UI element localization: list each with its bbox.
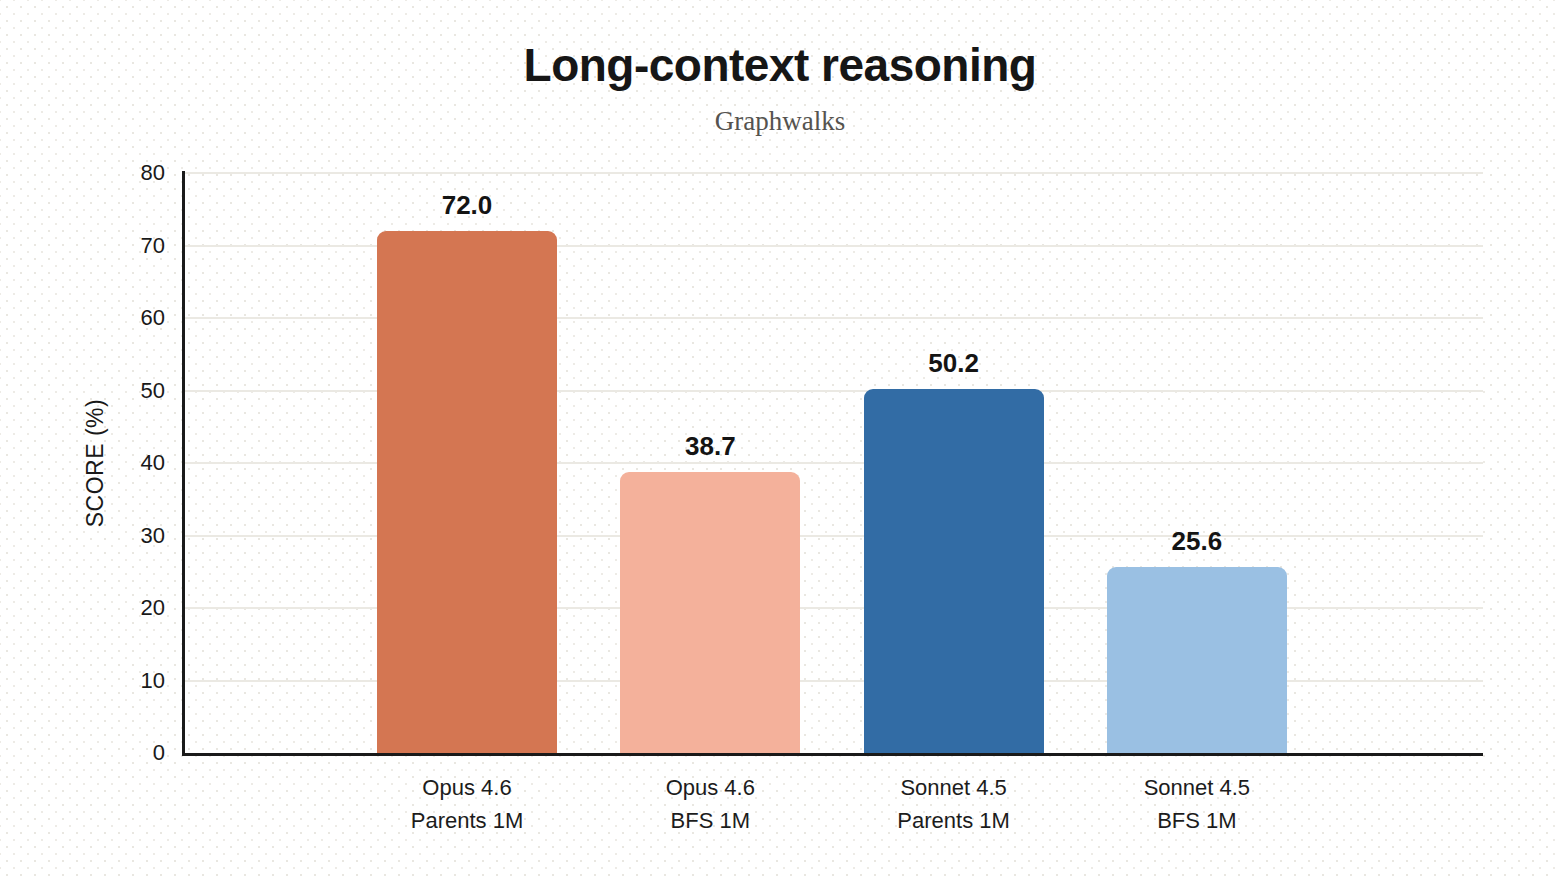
plot-area: 72.0 38.7 50.2 25.6	[185, 173, 1483, 753]
category-label-line: BFS 1M	[588, 804, 832, 837]
category-label: Sonnet 4.5BFS 1M	[1075, 771, 1319, 837]
category-label-line: Sonnet 4.5	[1075, 771, 1319, 804]
bar-opus-4-6-bfs-1m	[620, 472, 800, 753]
category-label: Sonnet 4.5Parents 1M	[832, 771, 1076, 837]
category-label-line: BFS 1M	[1075, 804, 1319, 837]
y-tick-label-40: 40	[80, 450, 165, 476]
gridline-80	[185, 172, 1483, 174]
y-axis-line	[182, 171, 185, 756]
category-label-line: Parents 1M	[345, 804, 589, 837]
chart-title: Long-context reasoning	[0, 38, 1560, 92]
category-label-line: Opus 4.6	[588, 771, 832, 804]
y-tick-label-0: 0	[80, 740, 165, 766]
y-tick-label-10: 10	[80, 668, 165, 694]
bar-value-label: 72.0	[377, 190, 557, 221]
y-tick-label-50: 50	[80, 378, 165, 404]
bar-sonnet-4-5-parents-1m	[864, 389, 1044, 753]
category-label-line: Sonnet 4.5	[832, 771, 1076, 804]
bar-opus-4-6-parents-1m	[377, 231, 557, 753]
category-label: Opus 4.6BFS 1M	[588, 771, 832, 837]
y-tick-label-70: 70	[80, 233, 165, 259]
x-axis-line	[182, 753, 1483, 756]
bar-value-label: 50.2	[864, 348, 1044, 379]
category-label-line: Opus 4.6	[345, 771, 589, 804]
bar-value-label: 25.6	[1107, 526, 1287, 557]
category-label-line: Parents 1M	[832, 804, 1076, 837]
y-tick-label-20: 20	[80, 595, 165, 621]
y-tick-label-80: 80	[80, 160, 165, 186]
chart-subtitle: Graphwalks	[0, 106, 1560, 137]
bar-sonnet-4-5-bfs-1m	[1107, 567, 1287, 753]
chart-canvas: Long-context reasoning Graphwalks SCORE …	[0, 0, 1560, 877]
y-tick-label-30: 30	[80, 523, 165, 549]
category-label: Opus 4.6Parents 1M	[345, 771, 589, 837]
bar-value-label: 38.7	[620, 431, 800, 462]
y-tick-label-60: 60	[80, 305, 165, 331]
